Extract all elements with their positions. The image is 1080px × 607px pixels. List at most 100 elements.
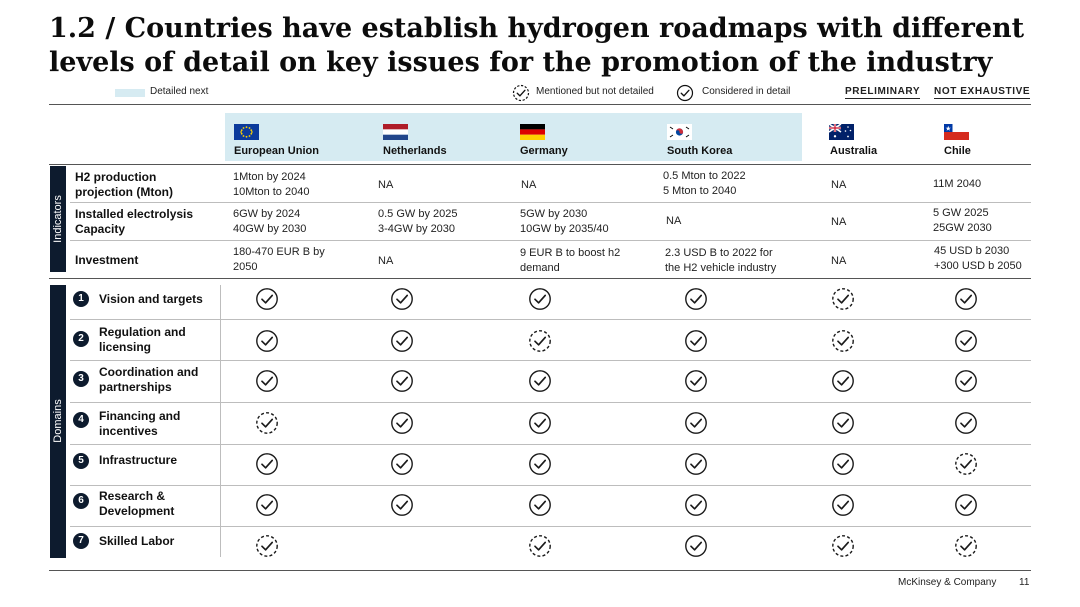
domain-number-badge: 5: [73, 453, 89, 469]
indicator-cell: NA: [831, 216, 847, 228]
dashed-check-icon: [256, 535, 278, 557]
solid-check-icon: [391, 370, 413, 392]
solid-check-icon: [256, 370, 278, 392]
solid-check-icon: [529, 370, 551, 392]
row-divider: [70, 319, 1031, 320]
indicator-cell: NA: [666, 215, 682, 227]
domain-label-financing: Financing and incentives: [99, 409, 181, 438]
chile-flag-icon: [944, 124, 969, 140]
row-divider: [70, 444, 1031, 445]
dashed-check-icon: [832, 288, 854, 310]
solid-check-icon: [256, 494, 278, 516]
row-divider: [70, 240, 1031, 241]
solid-check-icon: [529, 453, 551, 475]
not-exhaustive-tag: NOT EXHAUSTIVE: [934, 86, 1031, 99]
domain-number-badge: 7: [73, 533, 89, 549]
solid-check-icon: [955, 288, 977, 310]
solid-check-icon: [685, 494, 707, 516]
domain-label-regulation: Regulation and licensing: [99, 325, 186, 354]
domain-number-badge: 6: [73, 493, 89, 509]
domain-number-badge: 1: [73, 291, 89, 307]
domain-label-infrastructure: Infrastructure: [99, 453, 178, 467]
indicator-cell: 11M 2040: [933, 178, 982, 190]
domain-number-badge: 3: [73, 371, 89, 387]
detailed-next-highlight: [225, 113, 802, 161]
australia-flag-icon: [829, 124, 854, 140]
domains-bar: [50, 285, 66, 558]
solid-check-icon: [685, 535, 707, 557]
indicator-cell: 5GW by 2030 10GW by 2035/40: [520, 208, 609, 235]
solid-check-icon: [391, 453, 413, 475]
indicator-label-h2-production: H2 production projection (Mton): [75, 170, 173, 199]
indicator-cell: NA: [831, 255, 847, 267]
dashed-check-icon: [955, 453, 977, 475]
solid-check-icon: [391, 330, 413, 352]
solid-check-icon: [685, 370, 707, 392]
solid-check-icon: [685, 453, 707, 475]
table-top-rule: [49, 164, 1031, 165]
indicator-cell: 2.3 USD B to 2022 for the H2 vehicle ind…: [665, 247, 777, 274]
solid-check-icon: [832, 370, 854, 392]
row-divider: [70, 360, 1031, 361]
solid-check-icon: [256, 453, 278, 475]
indicator-cell: 0.5 GW by 2025 3-4GW by 2030: [378, 208, 458, 235]
solid-check-icon: [529, 288, 551, 310]
header-rule: [49, 104, 1031, 105]
solid-check-icon: [832, 494, 854, 516]
dashed-check-icon: [256, 412, 278, 434]
domain-number-badge: 4: [73, 412, 89, 428]
solid-check-icon: [832, 453, 854, 475]
country-header-south-korea: South Korea: [667, 145, 733, 157]
dashed-check-icon: [512, 84, 530, 102]
solid-check-icon: [529, 412, 551, 434]
domains-label: Domains: [52, 399, 64, 443]
indicator-cell: 5 GW 2025 25GW 2030: [933, 207, 992, 234]
dashed-check-icon: [832, 330, 854, 352]
south-korea-flag-icon: [667, 124, 692, 140]
dashed-check-icon: [955, 535, 977, 557]
detailed-next-swatch: [115, 89, 145, 97]
dashed-check-icon: [529, 535, 551, 557]
eu-flag-icon: [234, 124, 259, 140]
solid-check-icon: [955, 330, 977, 352]
indicator-cell: 0.5 Mton to 2022 5 Mton to 2040: [663, 170, 746, 197]
solid-check-icon: [391, 494, 413, 516]
indicator-cell: NA: [378, 255, 394, 267]
dashed-check-icon: [529, 330, 551, 352]
solid-check-icon: [391, 288, 413, 310]
footer-company: McKinsey & Company: [898, 577, 997, 588]
solid-check-icon: [685, 412, 707, 434]
domain-label-coordination: Coordination and partnerships: [99, 365, 199, 394]
solid-check-icon: [955, 370, 977, 392]
indicator-cell: 6GW by 2024 40GW by 2030: [233, 208, 307, 235]
indicator-label-electrolysis: Installed electrolysis Capacity: [75, 207, 194, 236]
solid-check-icon: [955, 494, 977, 516]
row-divider: [70, 202, 1031, 203]
solid-check-icon: [832, 412, 854, 434]
indicator-cell: NA: [378, 179, 394, 191]
indicator-cell: NA: [521, 179, 537, 191]
domain-label-skilled-labor: Skilled Labor: [99, 534, 175, 548]
row-divider: [70, 402, 1031, 403]
dashed-check-icon: [832, 535, 854, 557]
solid-check-icon: [676, 84, 694, 102]
footer-rule: [49, 570, 1031, 571]
country-header-australia: Australia: [830, 145, 878, 157]
row-divider: [70, 485, 1031, 486]
legend-considered: Considered in detail: [702, 86, 791, 97]
solid-check-icon: [955, 412, 977, 434]
country-header-eu: European Union: [234, 145, 319, 157]
domains-column-separator: [220, 285, 221, 557]
indicators-bar: [50, 166, 66, 272]
netherlands-flag-icon: [383, 124, 408, 140]
germany-flag-icon: [520, 124, 545, 140]
legend-detailed-next: Detailed next: [150, 86, 209, 97]
domain-label-vision: Vision and targets: [99, 292, 203, 306]
section-divider: [49, 278, 1031, 279]
solid-check-icon: [685, 330, 707, 352]
page-title: 1.2 / Countries have establish hydrogen …: [49, 13, 1025, 78]
solid-check-icon: [685, 288, 707, 310]
domain-label-research: Research & Development: [99, 489, 175, 518]
indicator-cell: 45 USD b 2030 +300 USD b 2050: [934, 245, 1022, 272]
country-header-germany: Germany: [520, 145, 568, 157]
